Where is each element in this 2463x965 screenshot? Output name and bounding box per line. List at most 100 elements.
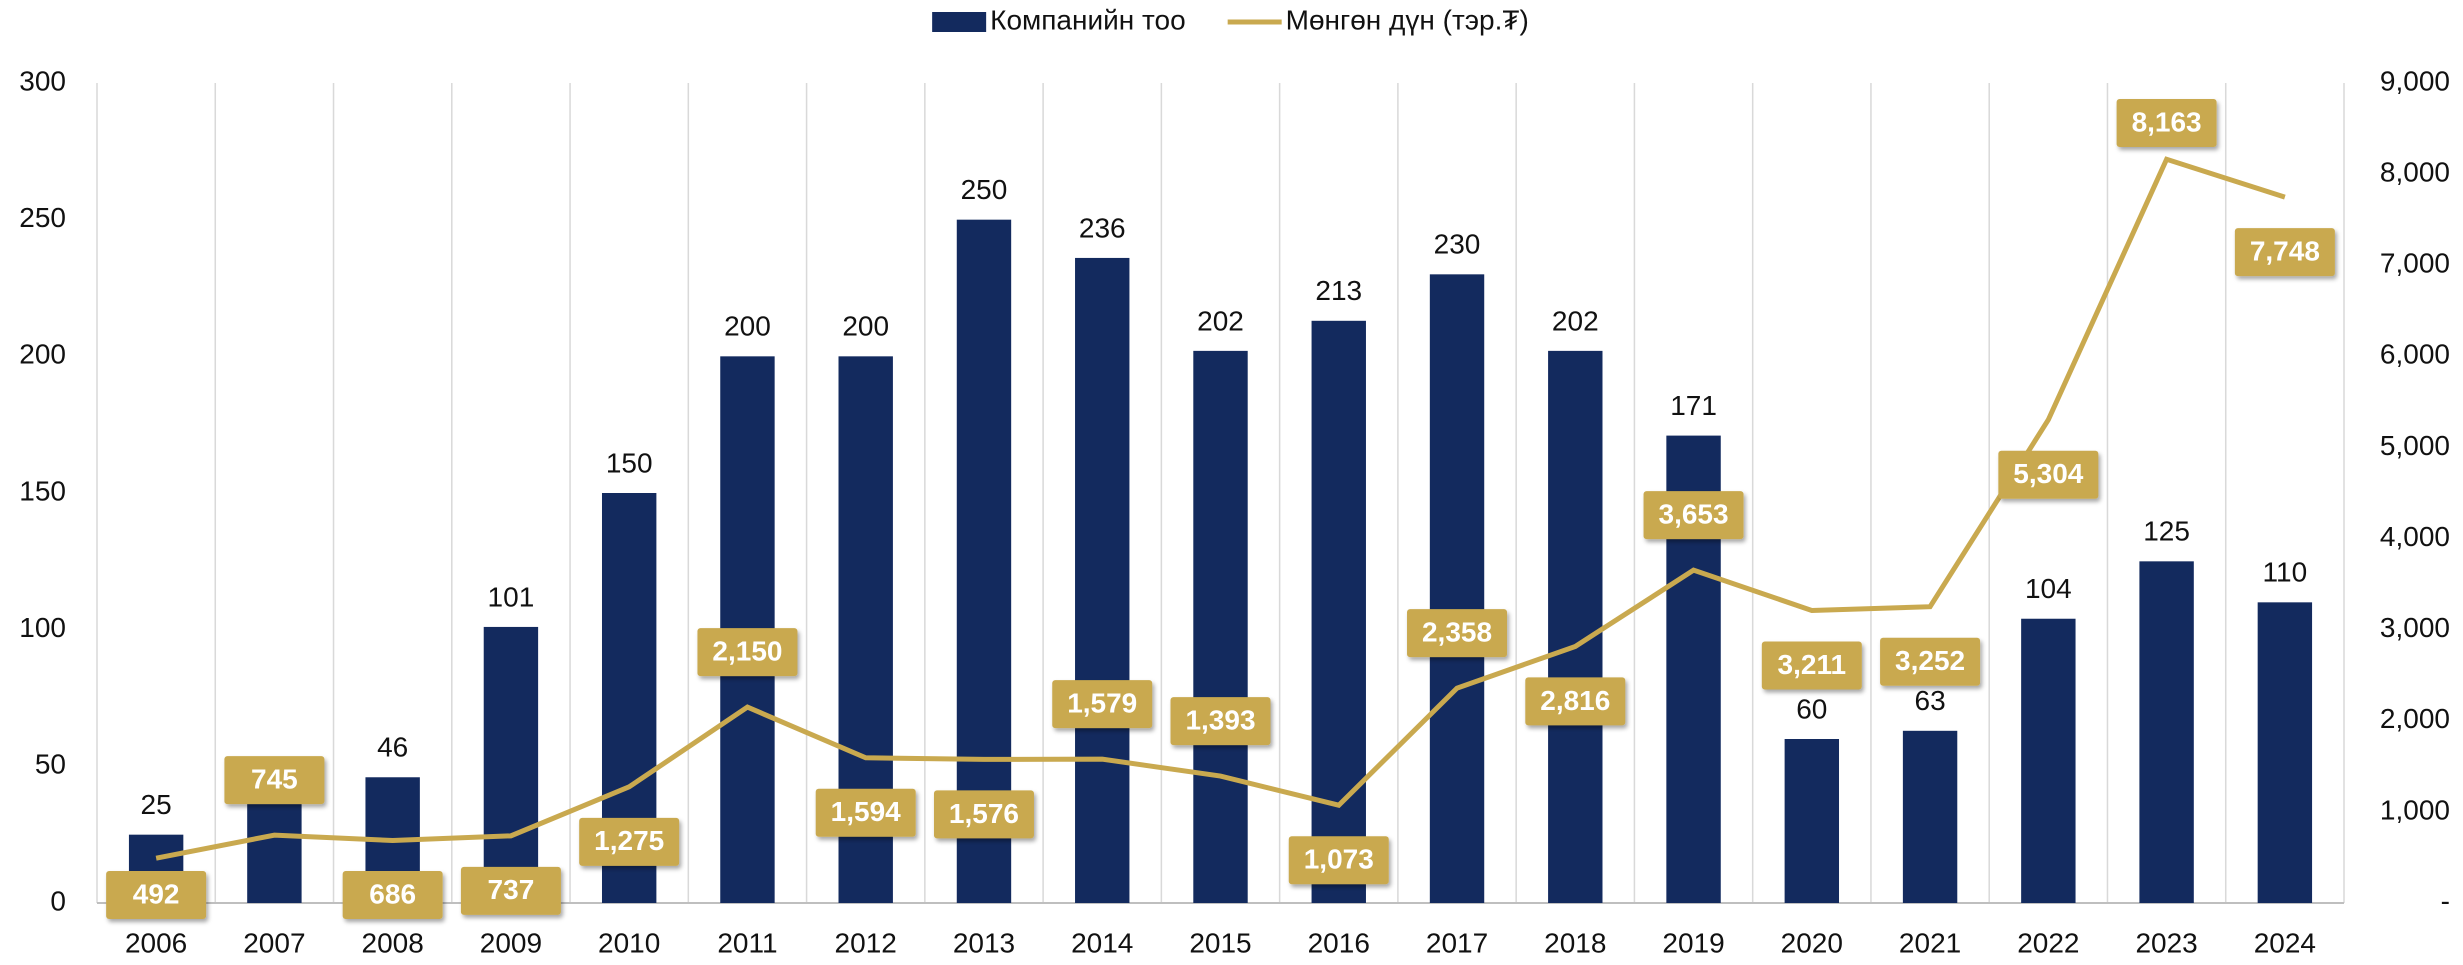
line-label: 1,594 <box>831 796 901 827</box>
y2-tick-label: 9,000 <box>2380 65 2450 96</box>
x-tick-label: 2018 <box>1544 927 1606 958</box>
line-label: 2,358 <box>1422 617 1492 648</box>
line-label: 8,163 <box>2132 106 2202 137</box>
bar <box>1784 739 1840 903</box>
line-label: 2,816 <box>1540 685 1610 716</box>
bar <box>1193 350 1248 903</box>
y2-tick-label: - <box>2441 885 2450 916</box>
bar-label: 202 <box>1197 305 1244 336</box>
x-tick-label: 2023 <box>2135 927 2197 958</box>
label-box <box>1407 609 1508 658</box>
bar <box>1311 320 1366 903</box>
label-box <box>1998 450 2099 499</box>
label-box <box>2116 99 2217 147</box>
label-box <box>1288 836 1389 885</box>
label-box <box>1052 680 1153 729</box>
label-box <box>224 756 325 805</box>
y-tick-label: 200 <box>19 339 66 370</box>
line-label: 5,304 <box>2013 458 2083 489</box>
legend-label: Компанийн тоо <box>990 4 1186 35</box>
y2-tick-label: 4,000 <box>2380 521 2450 552</box>
x-tick-label: 2017 <box>1426 927 1488 958</box>
line-label: 1,275 <box>594 825 664 856</box>
x-tick-label: 2014 <box>1071 927 1133 958</box>
y2-tick-label: 1,000 <box>2380 794 2450 825</box>
y-tick-label: 50 <box>35 749 66 780</box>
x-tick-label: 2008 <box>362 927 424 958</box>
label-box <box>2234 228 2335 277</box>
label-box <box>1761 641 1862 690</box>
x-tick-label: 2006 <box>125 927 187 958</box>
x-tick-label: 2021 <box>1899 927 1961 958</box>
bar-label: 150 <box>606 447 653 478</box>
x-tick-label: 2009 <box>480 927 542 958</box>
bar <box>483 626 539 903</box>
bar-label: 202 <box>1552 305 1599 336</box>
bar <box>1429 274 1485 903</box>
label-box <box>460 866 561 915</box>
label-box <box>933 790 1034 839</box>
line-label: 1,576 <box>949 798 1019 829</box>
y-tick-label: 0 <box>50 885 66 916</box>
line-label: 1,579 <box>1067 688 1137 719</box>
label-box <box>342 871 443 919</box>
bar-label: 171 <box>1670 390 1717 421</box>
bar-label: 200 <box>842 311 889 342</box>
line-label: 1,073 <box>1304 844 1374 875</box>
label-box <box>579 817 680 866</box>
bar <box>2257 602 2313 903</box>
bar <box>1902 730 1958 903</box>
y-tick-label: 300 <box>19 65 66 96</box>
line-label: 1,393 <box>1185 704 1255 735</box>
label-box <box>815 788 916 837</box>
y-tick-label: 150 <box>19 475 66 506</box>
line-label: 3,211 <box>1778 649 1847 680</box>
y2-tick-label: 7,000 <box>2380 248 2450 279</box>
y2-tick-label: 8,000 <box>2380 157 2450 188</box>
line-label: 492 <box>133 878 180 909</box>
y2-tick-label: 2,000 <box>2380 703 2450 734</box>
bar-label: 250 <box>961 174 1008 205</box>
x-tick-label: 2013 <box>953 927 1015 958</box>
label-box <box>106 871 207 919</box>
line-label: 7,748 <box>2250 235 2320 266</box>
bar-label: 101 <box>488 581 535 612</box>
bar-label: 46 <box>377 732 408 763</box>
line-label: 3,653 <box>1659 499 1729 530</box>
line-label: 3,252 <box>1895 645 1965 676</box>
line-label: 745 <box>251 764 298 795</box>
legend-label: Мөнгөн дүн (тэр.₮) <box>1286 4 1529 35</box>
label-box <box>1170 697 1271 746</box>
y-tick-label: 100 <box>19 612 66 643</box>
legend-swatch <box>932 12 987 32</box>
x-tick-label: 2020 <box>1781 927 1843 958</box>
x-tick-label: 2010 <box>598 927 660 958</box>
bar <box>1548 350 1603 903</box>
bar-label: 60 <box>1796 693 1827 724</box>
bar-label: 104 <box>2025 573 2072 604</box>
line <box>155 156 2286 861</box>
x-tick-label: 2022 <box>2017 927 2079 958</box>
bar <box>2139 561 2194 903</box>
label-box <box>1643 491 1744 540</box>
y-tick-label: 250 <box>19 202 66 233</box>
bar-label: 213 <box>1315 275 1362 306</box>
bar-label: 25 <box>141 789 172 820</box>
bar-label: 110 <box>2263 557 2308 588</box>
bar <box>1075 257 1130 903</box>
bar <box>2021 618 2076 903</box>
x-tick-label: 2007 <box>243 927 305 958</box>
label-box <box>697 628 798 677</box>
bar-label: 200 <box>724 311 771 342</box>
y2-tick-label: 5,000 <box>2380 430 2450 461</box>
bar-label: 63 <box>1915 685 1946 716</box>
bar-label: 236 <box>1079 212 1126 243</box>
line-label: 2,150 <box>712 636 782 667</box>
y2-tick-label: 6,000 <box>2380 339 2450 370</box>
bar <box>247 799 302 903</box>
line-label: 686 <box>369 878 416 909</box>
line-label: 737 <box>488 874 535 905</box>
label-box <box>1525 677 1626 726</box>
x-tick-label: 2015 <box>1189 927 1251 958</box>
